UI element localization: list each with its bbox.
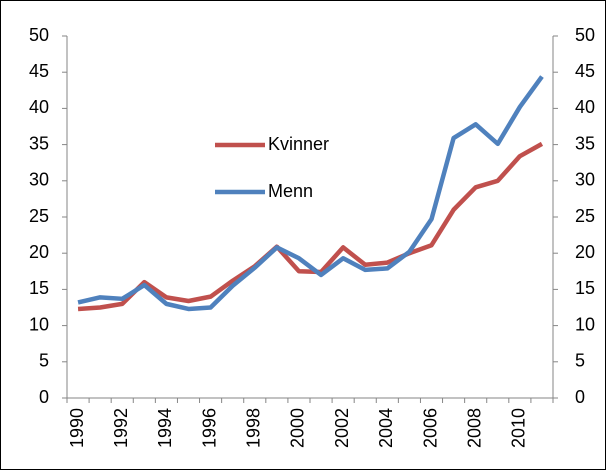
y-tick-label: 25	[29, 206, 49, 226]
x-tick-label: 2008	[464, 408, 484, 448]
x-tick-label: 1994	[155, 408, 175, 448]
y-tick-label: 0	[39, 387, 49, 407]
y2-tick-label: 0	[575, 387, 585, 407]
x-tick-label: 2006	[420, 408, 440, 448]
y-tick-label: 50	[29, 25, 49, 45]
y-tick-label: 45	[29, 61, 49, 81]
y2-tick-label: 50	[575, 25, 595, 45]
legend-label: Menn	[268, 181, 313, 201]
y2-tick-label: 5	[575, 351, 585, 371]
y2-tick-label: 40	[575, 97, 595, 117]
x-tick-label: 2002	[332, 408, 352, 448]
x-tick-label: 1990	[67, 408, 87, 448]
y-tick-label: 15	[29, 278, 49, 298]
x-tick-label: 2004	[376, 408, 396, 448]
y2-tick-label: 15	[575, 278, 595, 298]
x-tick-label: 2000	[288, 408, 308, 448]
y2-tick-label: 35	[575, 133, 595, 153]
y2-tick-label: 25	[575, 206, 595, 226]
legend-label: Kvinner	[268, 134, 329, 154]
y-tick-label: 5	[39, 351, 49, 371]
line-series	[77, 141, 544, 312]
x-tick-label: 1998	[244, 408, 264, 448]
y2-tick-label: 20	[575, 242, 595, 262]
y2-tick-label: 10	[575, 314, 595, 334]
x-tick-label: 1996	[199, 408, 219, 448]
y-tick-label: 35	[29, 133, 49, 153]
y-tick-label: 10	[29, 314, 49, 334]
x-tick-label: 2010	[509, 408, 529, 448]
x-tick-label: 1992	[111, 408, 131, 448]
y2-tick-label: 45	[575, 61, 595, 81]
y2-tick-label: 30	[575, 170, 595, 190]
y-tick-label: 40	[29, 97, 49, 117]
line-series	[77, 75, 544, 312]
y-tick-label: 20	[29, 242, 49, 262]
y-tick-label: 30	[29, 170, 49, 190]
